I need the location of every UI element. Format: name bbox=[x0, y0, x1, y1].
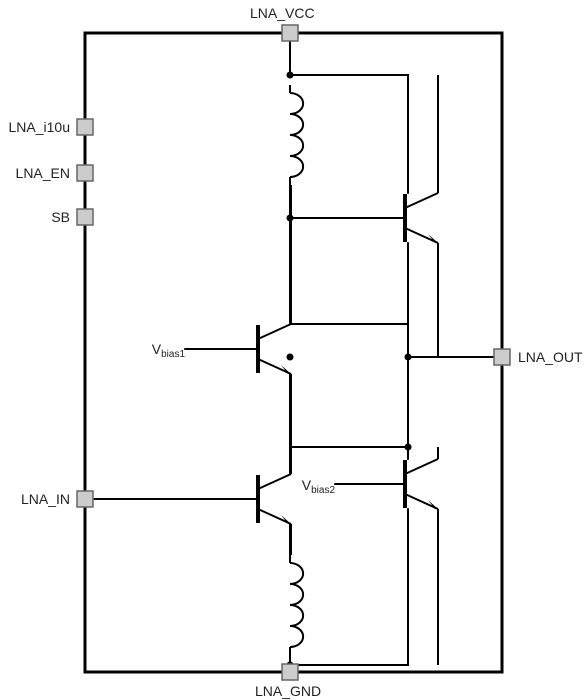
label-en: LNA_EN bbox=[16, 165, 70, 181]
label-sb: SB bbox=[51, 209, 70, 225]
inductor-L1 bbox=[290, 85, 303, 185]
node-3 bbox=[405, 444, 412, 451]
transistor-Q2 bbox=[228, 474, 291, 524]
label-vbias1: Vbias1 bbox=[152, 341, 186, 360]
pad-en bbox=[77, 165, 93, 181]
wire-12 bbox=[290, 509, 408, 665]
transistor-Q4 bbox=[375, 459, 438, 509]
pad-gnd bbox=[282, 664, 298, 680]
label-gnd: LNA_GND bbox=[255, 683, 321, 699]
wire-6 bbox=[290, 243, 408, 357]
node-0 bbox=[287, 72, 294, 79]
pad-out bbox=[494, 349, 510, 365]
label-in: LNA_IN bbox=[21, 491, 70, 507]
transistor-Q1 bbox=[228, 324, 291, 374]
pad-i10u bbox=[77, 119, 93, 135]
transistor-Q3 bbox=[375, 193, 438, 243]
pad-sb bbox=[77, 209, 93, 225]
inductor-L2 bbox=[290, 555, 303, 655]
label-vcc: LNA_VCC bbox=[250, 5, 315, 21]
chip-border bbox=[85, 33, 502, 672]
pad-vcc bbox=[282, 25, 298, 41]
node-1 bbox=[287, 354, 294, 361]
wire-10 bbox=[290, 447, 408, 555]
node-2 bbox=[405, 354, 412, 361]
node-5 bbox=[287, 215, 294, 222]
label-out: LNA_OUT bbox=[518, 349, 583, 365]
label-vbias2: Vbias2 bbox=[302, 477, 336, 496]
pad-in bbox=[77, 491, 93, 507]
label-i10u: LNA_i10u bbox=[9, 119, 71, 135]
wire-1 bbox=[290, 75, 408, 193]
